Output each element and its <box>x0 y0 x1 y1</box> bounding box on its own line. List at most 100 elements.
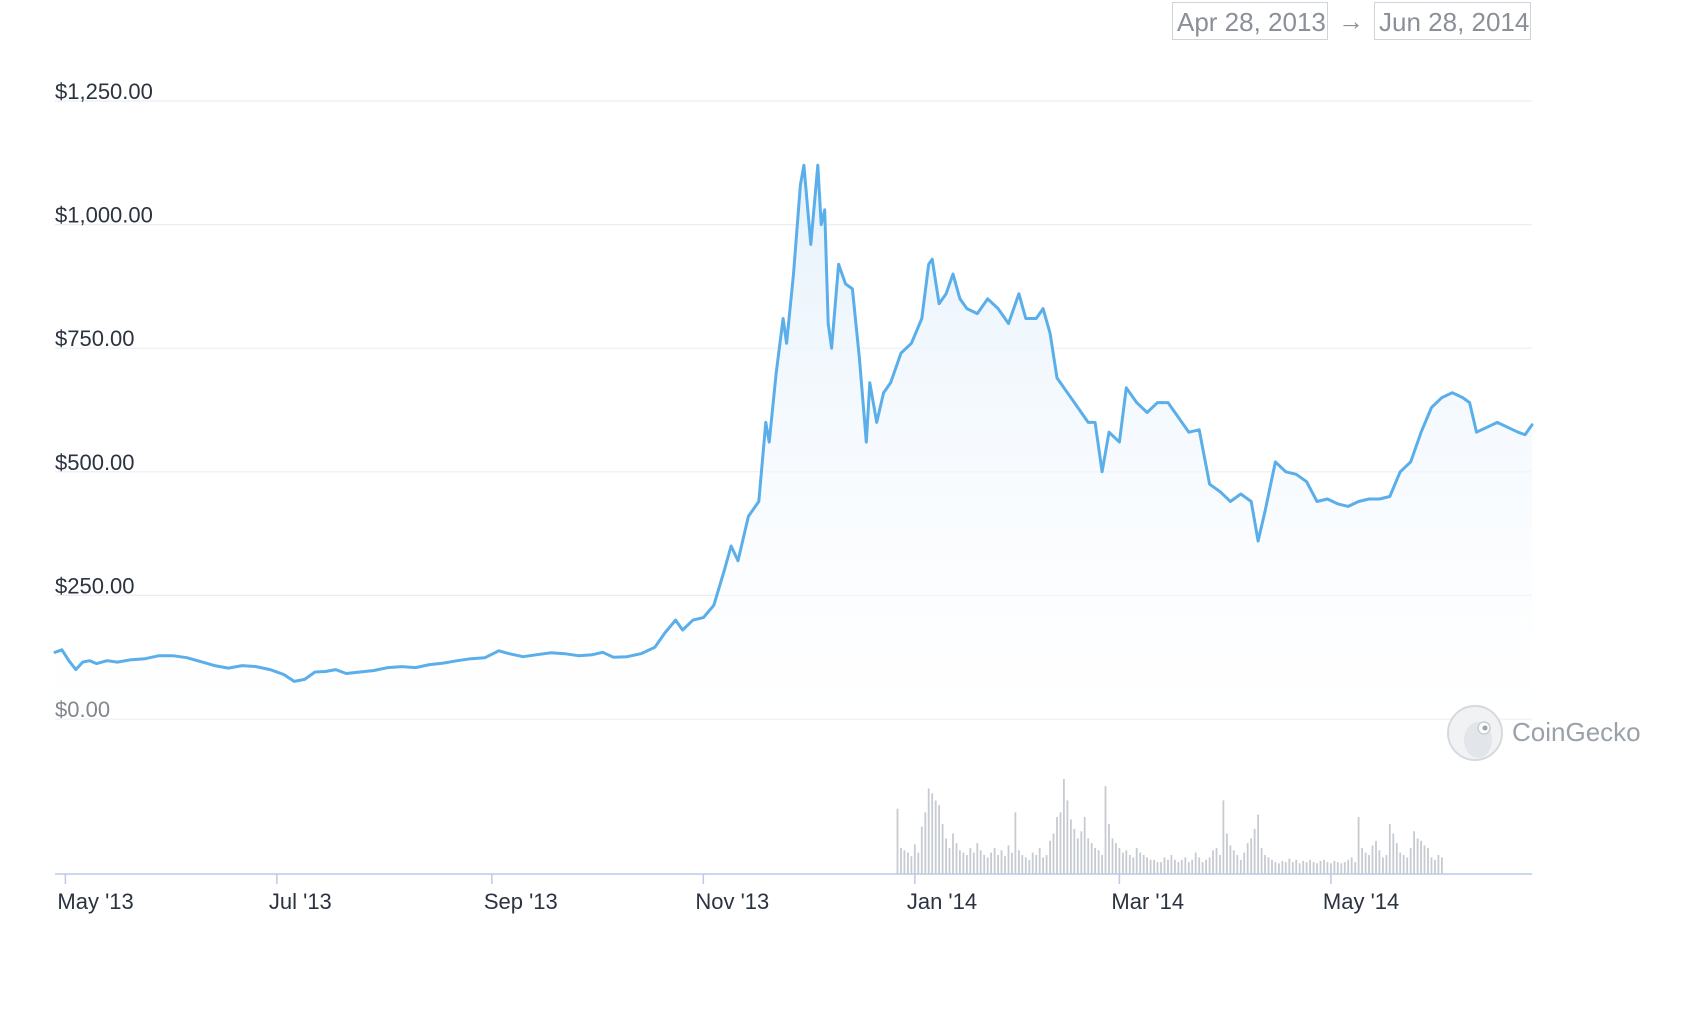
date-range-end-field[interactable]: Jun 28, 2014 <box>1374 2 1531 40</box>
volume-bar <box>1031 852 1034 874</box>
volume-bar <box>1004 856 1006 874</box>
volume-bar <box>1368 855 1370 874</box>
volume-bar <box>1309 859 1311 875</box>
volume-bar <box>1090 843 1093 874</box>
volume-bar <box>1094 847 1096 874</box>
volume-bar <box>1011 852 1013 874</box>
volume-bar <box>1021 855 1024 874</box>
x-tick-label: Sep '13 <box>484 889 558 914</box>
volume-bar <box>1420 840 1422 875</box>
volume-bar <box>1160 862 1162 874</box>
volume-bar <box>1336 862 1339 874</box>
volume-bar <box>1149 859 1152 875</box>
volume-bar <box>952 833 954 874</box>
volume-bar <box>1170 855 1173 874</box>
volume-bar <box>1066 800 1069 874</box>
volume-bar <box>1323 859 1325 875</box>
volume-bar <box>1385 855 1388 874</box>
volume-bar <box>1239 859 1242 875</box>
volume-bar <box>1333 860 1336 874</box>
volume-bar <box>997 855 999 874</box>
volume-bar <box>910 856 913 874</box>
volume-bar <box>1101 855 1103 874</box>
y-tick-label: $500.00 <box>55 450 135 475</box>
volume-bar <box>1298 863 1301 874</box>
volume-bar <box>1222 800 1225 874</box>
volume-bar <box>1326 862 1329 874</box>
volume-bar <box>941 824 944 874</box>
volume-bar <box>1184 857 1187 874</box>
volume-bar <box>1347 859 1350 875</box>
volume-bar <box>1427 847 1429 874</box>
volume-bar <box>1399 852 1402 874</box>
date-range-start-field[interactable]: Apr 28, 2013 <box>1172 2 1328 40</box>
volume-bar <box>1219 855 1221 874</box>
volume-bar <box>1167 859 1169 875</box>
volume-bar <box>1260 847 1263 874</box>
volume-bar <box>1281 860 1284 874</box>
volume-bar <box>1104 786 1107 874</box>
volume-bar <box>1434 859 1436 875</box>
price-area <box>55 165 1532 720</box>
volume-bar <box>1076 838 1079 874</box>
volume-bar <box>948 847 951 874</box>
volume-bar <box>1371 845 1374 874</box>
volume-bar <box>1024 857 1027 874</box>
volume-bar <box>1118 847 1121 874</box>
volume-bar <box>1305 862 1308 874</box>
volume-bar <box>1340 863 1343 874</box>
volume-bar <box>972 852 975 874</box>
volume-bar <box>1343 862 1346 874</box>
volume-bar <box>1278 863 1280 874</box>
volume-bar <box>1229 845 1232 874</box>
volume-bar <box>917 852 920 874</box>
volume-bar <box>1423 845 1426 874</box>
volume-bar <box>1007 845 1010 874</box>
volume-bar <box>1052 833 1055 874</box>
volume-bar <box>1212 850 1214 875</box>
volume-bar <box>945 838 947 874</box>
y-tick-label: $1,250.00 <box>55 79 153 104</box>
volume-bar <box>976 843 979 874</box>
y-tick-label: $750.00 <box>55 326 135 351</box>
volume-bar <box>1049 840 1051 875</box>
volume-bar <box>1243 852 1246 874</box>
volume-bar <box>1295 859 1298 875</box>
volume-bar <box>1018 850 1020 875</box>
volume-bar <box>1354 862 1357 874</box>
volume-bar <box>1382 857 1384 874</box>
volume-bar <box>1274 862 1277 874</box>
volume-bar <box>1115 843 1117 874</box>
volume-bar <box>1059 812 1062 875</box>
volume-bar <box>1153 859 1155 875</box>
volume-bar <box>896 808 899 874</box>
volume-bar <box>924 812 927 875</box>
price-line <box>53 163 1534 683</box>
volume-bar <box>1437 855 1440 874</box>
volume-bar <box>1156 862 1159 874</box>
volume-bar <box>1288 858 1291 874</box>
volume-bar <box>1180 859 1183 875</box>
volume-bar <box>1187 862 1190 874</box>
volume-bar <box>1108 824 1110 874</box>
volume-bar <box>913 844 916 874</box>
volume-bar <box>1097 850 1100 875</box>
volume-bars <box>896 779 1443 875</box>
volume-bar <box>1035 855 1038 874</box>
volume-bar <box>907 852 909 874</box>
volume-bar <box>1330 863 1332 874</box>
volume-bar <box>962 852 965 874</box>
volume-bar <box>1388 824 1391 874</box>
volume-bar <box>1073 828 1076 874</box>
volume-bar <box>1232 850 1235 875</box>
volume-bar <box>1291 862 1294 874</box>
volume-bar <box>1194 852 1197 874</box>
volume-bar <box>927 788 930 874</box>
volume-bar <box>1257 814 1259 874</box>
volume-bar <box>1038 847 1041 874</box>
volume-bar <box>1267 857 1270 874</box>
volume-bar <box>1361 847 1363 874</box>
volume-bar <box>1350 857 1353 874</box>
volume-bar <box>1246 843 1249 874</box>
